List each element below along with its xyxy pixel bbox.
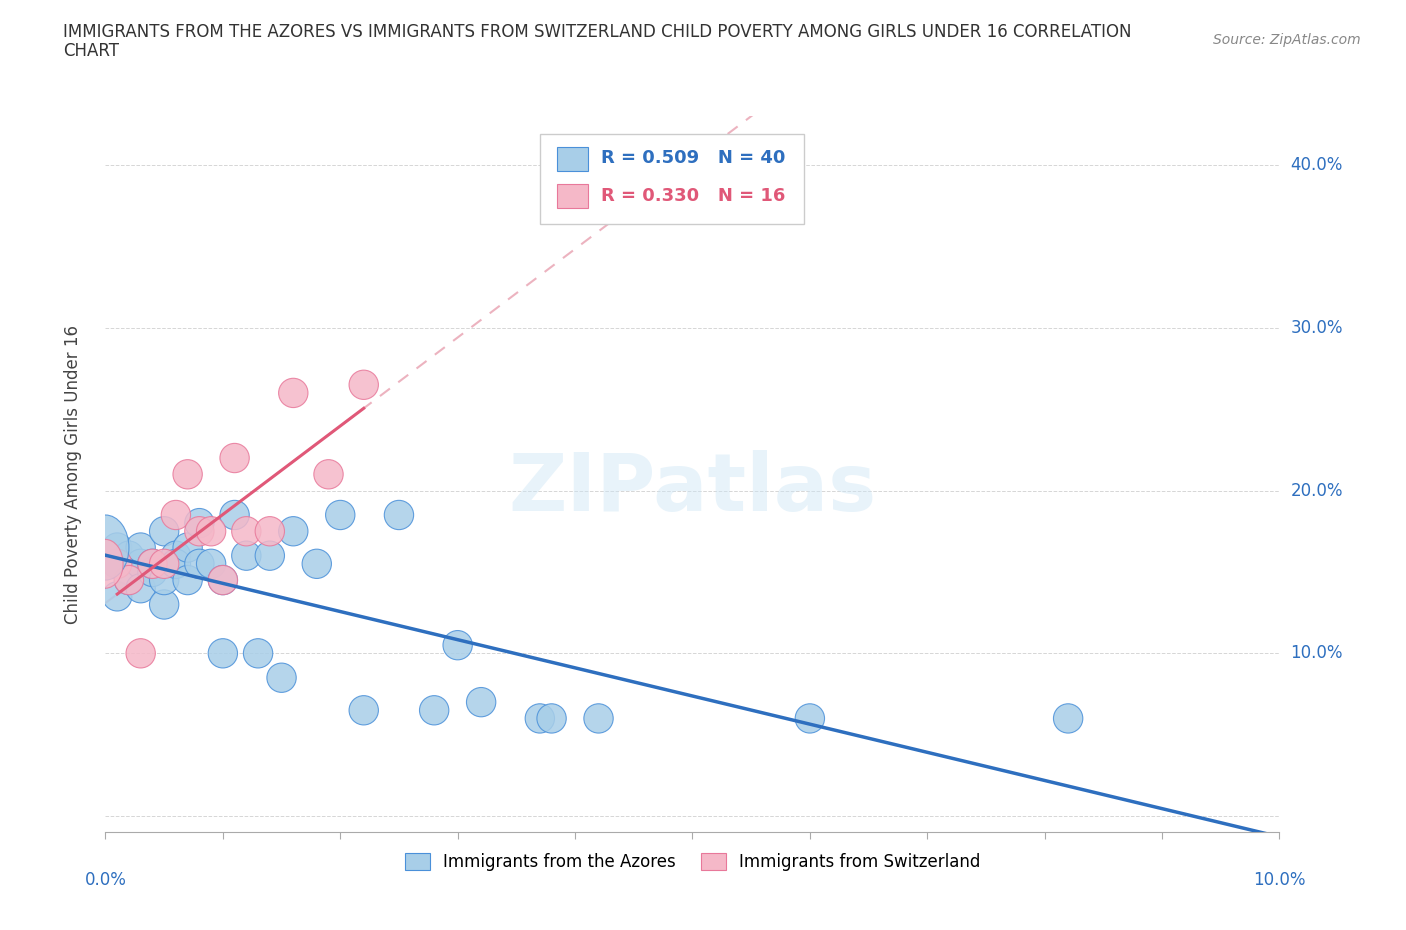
Ellipse shape [197,549,226,578]
Ellipse shape [197,517,226,546]
Text: 40.0%: 40.0% [1291,156,1343,174]
Ellipse shape [349,696,378,725]
Ellipse shape [149,517,179,546]
Ellipse shape [127,533,155,562]
Ellipse shape [138,549,167,578]
Ellipse shape [103,549,132,578]
Ellipse shape [127,549,155,578]
FancyBboxPatch shape [540,134,804,224]
Text: 0.0%: 0.0% [84,871,127,889]
Ellipse shape [173,459,202,489]
Text: R = 0.330   N = 16: R = 0.330 N = 16 [600,187,786,205]
Ellipse shape [114,541,143,570]
Text: 20.0%: 20.0% [1291,482,1343,499]
Ellipse shape [127,574,155,603]
Ellipse shape [384,500,413,529]
Ellipse shape [232,517,262,546]
Ellipse shape [173,533,202,562]
Ellipse shape [467,687,496,717]
Ellipse shape [87,539,124,589]
Ellipse shape [103,533,132,562]
Ellipse shape [537,704,567,733]
Ellipse shape [173,565,202,595]
Ellipse shape [208,639,238,668]
Ellipse shape [138,557,167,587]
Ellipse shape [243,639,273,668]
Ellipse shape [349,370,378,400]
Ellipse shape [127,639,155,668]
Ellipse shape [184,517,214,546]
Ellipse shape [184,509,214,538]
Ellipse shape [314,459,343,489]
Ellipse shape [219,500,249,529]
Ellipse shape [232,541,262,570]
Ellipse shape [114,565,143,595]
Ellipse shape [326,500,354,529]
Text: ZIPatlas: ZIPatlas [509,449,876,527]
Ellipse shape [208,565,238,595]
Ellipse shape [162,541,191,570]
Ellipse shape [219,444,249,472]
Ellipse shape [103,549,132,578]
Ellipse shape [419,696,449,725]
Ellipse shape [208,565,238,595]
Ellipse shape [254,541,284,570]
Ellipse shape [796,704,824,733]
Text: R = 0.509   N = 40: R = 0.509 N = 40 [600,150,786,167]
Ellipse shape [149,590,179,619]
Ellipse shape [162,549,191,578]
Text: 10.0%: 10.0% [1291,644,1343,662]
Ellipse shape [443,631,472,660]
Ellipse shape [278,517,308,546]
Ellipse shape [184,549,214,578]
Ellipse shape [526,704,554,733]
Ellipse shape [302,549,332,578]
Ellipse shape [162,500,191,529]
Text: 30.0%: 30.0% [1291,319,1343,337]
Text: IMMIGRANTS FROM THE AZORES VS IMMIGRANTS FROM SWITZERLAND CHILD POVERTY AMONG GI: IMMIGRANTS FROM THE AZORES VS IMMIGRANTS… [63,23,1132,41]
Ellipse shape [583,704,613,733]
FancyBboxPatch shape [557,184,588,208]
Ellipse shape [103,582,132,611]
Ellipse shape [1053,704,1083,733]
Text: Source: ZipAtlas.com: Source: ZipAtlas.com [1213,33,1361,46]
Ellipse shape [267,663,297,692]
Y-axis label: Child Poverty Among Girls Under 16: Child Poverty Among Girls Under 16 [63,325,82,624]
Ellipse shape [149,565,179,595]
FancyBboxPatch shape [557,147,588,171]
Ellipse shape [114,565,143,595]
Text: CHART: CHART [63,42,120,60]
Legend: Immigrants from the Azores, Immigrants from Switzerland: Immigrants from the Azores, Immigrants f… [398,846,987,878]
Ellipse shape [149,549,179,578]
Ellipse shape [138,549,167,578]
Ellipse shape [254,517,284,546]
Ellipse shape [82,515,129,580]
Text: 10.0%: 10.0% [1253,871,1306,889]
Ellipse shape [278,379,308,407]
